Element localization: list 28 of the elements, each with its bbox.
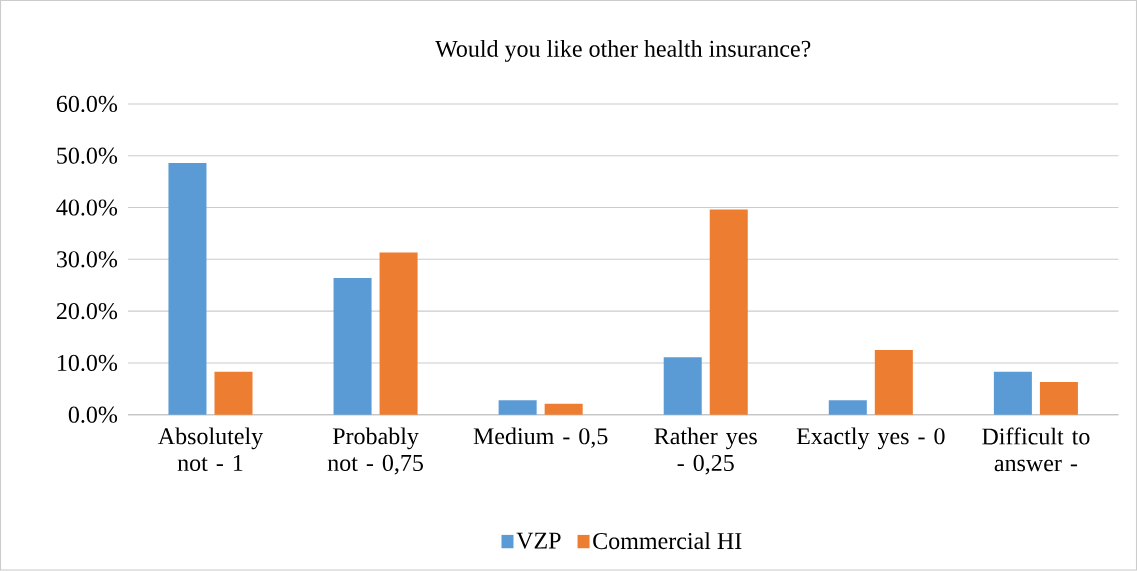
x-tick-label: Absolutely not - 1 <box>158 427 264 472</box>
bar <box>544 404 583 415</box>
y-tick-label: 30.0% <box>57 251 118 268</box>
legend-label: VZP <box>516 532 561 549</box>
bar <box>663 357 702 415</box>
bar <box>498 400 537 415</box>
bar <box>874 350 913 415</box>
y-tick-label: 40.0% <box>56 199 118 216</box>
y-tick-label: 50.0% <box>57 147 118 165</box>
y-tick-label: 60.0% <box>56 95 118 113</box>
y-tick-label: 10.0% <box>57 354 118 372</box>
bar <box>1039 382 1078 415</box>
x-tick-label: Exactly yes - 0 <box>796 427 945 450</box>
bar <box>828 400 867 415</box>
x-tick-label: Difficult to answer - <box>982 427 1090 472</box>
x-tick-label: Medium - 0,5 <box>473 427 608 448</box>
x-tick-label: Rather yes - 0,25 <box>654 427 757 475</box>
bar <box>168 163 207 415</box>
bar <box>379 252 418 415</box>
chart-title: Would you like other health insurance? <box>435 40 811 63</box>
bar <box>214 371 253 415</box>
x-tick-label: Probably not - 0,75 <box>327 427 423 475</box>
y-tick-label: 20.0% <box>56 303 118 320</box>
bar <box>333 278 372 415</box>
legend-label: Commercial HI <box>593 532 742 550</box>
bar <box>709 209 748 415</box>
y-tick-label: 0.0% <box>68 406 118 424</box>
bar <box>993 371 1032 415</box>
